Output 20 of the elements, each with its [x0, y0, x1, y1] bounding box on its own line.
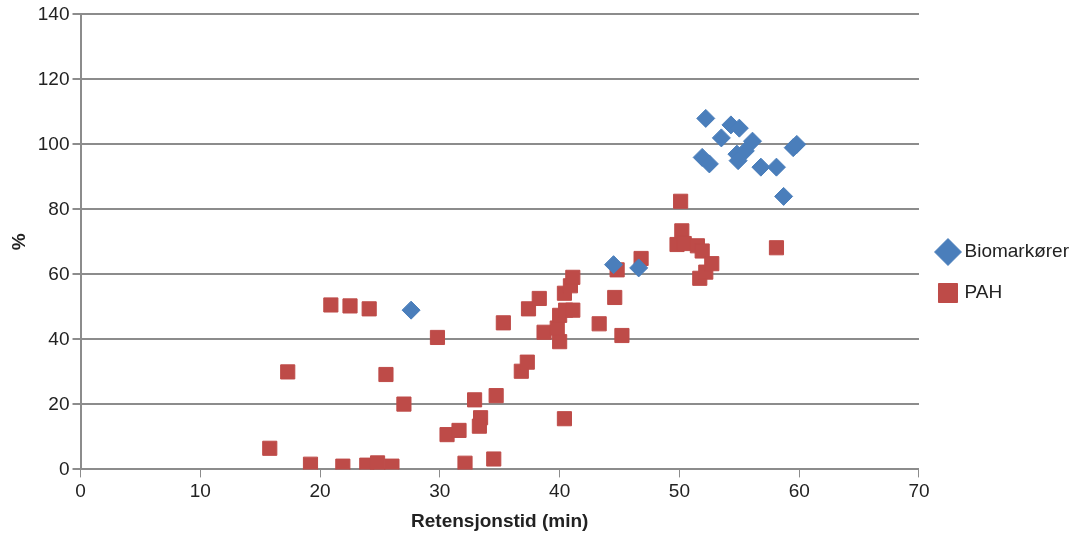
- y-tick-label: 100: [37, 132, 70, 154]
- y-axis-title: %: [7, 233, 29, 251]
- x-tick-label: 0: [75, 480, 86, 502]
- legend-label: Biomarkører: [964, 240, 1070, 262]
- y-tick-label: 40: [48, 327, 70, 349]
- legend-label: PAH: [964, 281, 1003, 303]
- x-tick-label: 60: [788, 480, 810, 502]
- y-tick-label: 20: [48, 392, 70, 414]
- x-tick-label: 20: [309, 480, 331, 502]
- y-tick-label: 60: [48, 262, 70, 284]
- y-tick-label: 120: [37, 67, 70, 89]
- x-tick-label: 50: [668, 480, 690, 502]
- x-tick-label: 70: [908, 480, 930, 502]
- x-tick-label: 40: [549, 480, 571, 502]
- x-tick-label: 30: [429, 480, 451, 502]
- y-tick-label: 0: [58, 457, 70, 479]
- y-tick-label: 140: [37, 2, 70, 24]
- x-tick-label: 10: [189, 480, 211, 502]
- y-tick-label: 80: [48, 197, 70, 219]
- x-axis-title: Retensjonstid (min): [411, 509, 589, 531]
